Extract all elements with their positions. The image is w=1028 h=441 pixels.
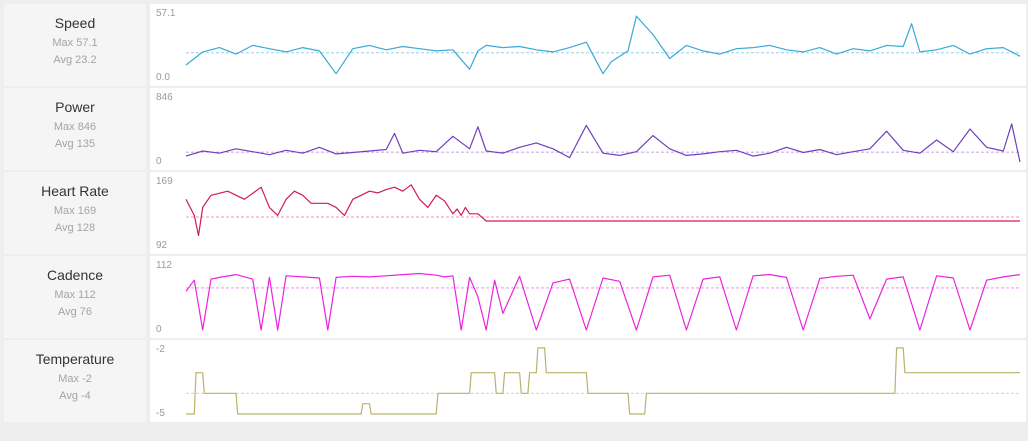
power-max: Max 846 — [53, 121, 97, 133]
heart-rate-max: Max 169 — [53, 205, 97, 217]
temperature-series-line — [186, 347, 1020, 415]
heart-rate-y-min-label: 92 — [156, 240, 168, 251]
power-label-box: Power Max 846 Avg 135 — [4, 88, 146, 170]
speed-series-line — [185, 15, 1021, 75]
speed-y-max-label: 57.1 — [156, 8, 176, 19]
heart-rate-series-line — [185, 184, 1020, 237]
power-chart[interactable]: 846 0 — [150, 88, 1026, 170]
speed-chart-svg — [185, 15, 1021, 75]
cadence-label-box: Cadence Max 112 Avg 76 — [4, 256, 146, 338]
heart-rate-label-box: Heart Rate Max 169 Avg 128 — [4, 172, 146, 254]
power-y-min-label: 0 — [156, 156, 162, 167]
heart-rate-title: Heart Rate — [41, 183, 109, 199]
temperature-max: Max -2 — [58, 373, 92, 385]
speed-title: Speed — [54, 15, 96, 31]
cadence-row: Cadence Max 112 Avg 76 112 0 — [4, 256, 1026, 338]
cadence-chart-svg — [185, 272, 1021, 331]
cadence-max: Max 112 — [54, 289, 96, 301]
temperature-chart[interactable]: -2 -5 — [150, 340, 1026, 422]
heart-rate-avg: Avg 128 — [54, 222, 96, 234]
power-series-line — [185, 123, 1021, 163]
cadence-y-min-label: 0 — [156, 324, 162, 335]
speed-y-min-label: 0.0 — [156, 72, 170, 83]
power-chart-svg — [185, 123, 1021, 163]
power-avg: Avg 135 — [54, 138, 96, 150]
heart-rate-chart[interactable]: 169 92 — [150, 172, 1026, 254]
speed-max: Max 57.1 — [52, 37, 98, 49]
speed-row: Speed Max 57.1 Avg 23.2 57.1 0.0 — [4, 4, 1026, 86]
temperature-y-min-label: -5 — [156, 408, 165, 419]
cadence-avg: Avg 76 — [57, 306, 93, 318]
temperature-y-max-label: -2 — [156, 344, 165, 355]
temperature-avg: Avg -4 — [59, 390, 91, 402]
speed-chart[interactable]: 57.1 0.0 — [150, 4, 1026, 86]
cadence-chart[interactable]: 112 0 — [150, 256, 1026, 338]
heart-rate-chart-svg — [185, 184, 1020, 237]
cadence-series-line — [185, 272, 1021, 331]
heart-rate-row: Heart Rate Max 169 Avg 128 169 92 — [4, 172, 1026, 254]
power-y-max-label: 846 — [156, 92, 173, 103]
cadence-title: Cadence — [46, 267, 104, 283]
power-row: Power Max 846 Avg 135 846 0 — [4, 88, 1026, 170]
power-title: Power — [55, 99, 95, 115]
temperature-label-box: Temperature Max -2 Avg -4 — [4, 340, 146, 422]
speed-avg: Avg 23.2 — [53, 54, 97, 66]
temperature-row: Temperature Max -2 Avg -4 -2 -5 — [4, 340, 1026, 422]
cadence-y-max-label: 112 — [156, 260, 172, 271]
speed-label-box: Speed Max 57.1 Avg 23.2 — [4, 4, 146, 86]
temperature-title: Temperature — [35, 351, 115, 367]
temperature-chart-svg — [186, 347, 1020, 415]
heart-rate-y-max-label: 169 — [156, 176, 173, 187]
